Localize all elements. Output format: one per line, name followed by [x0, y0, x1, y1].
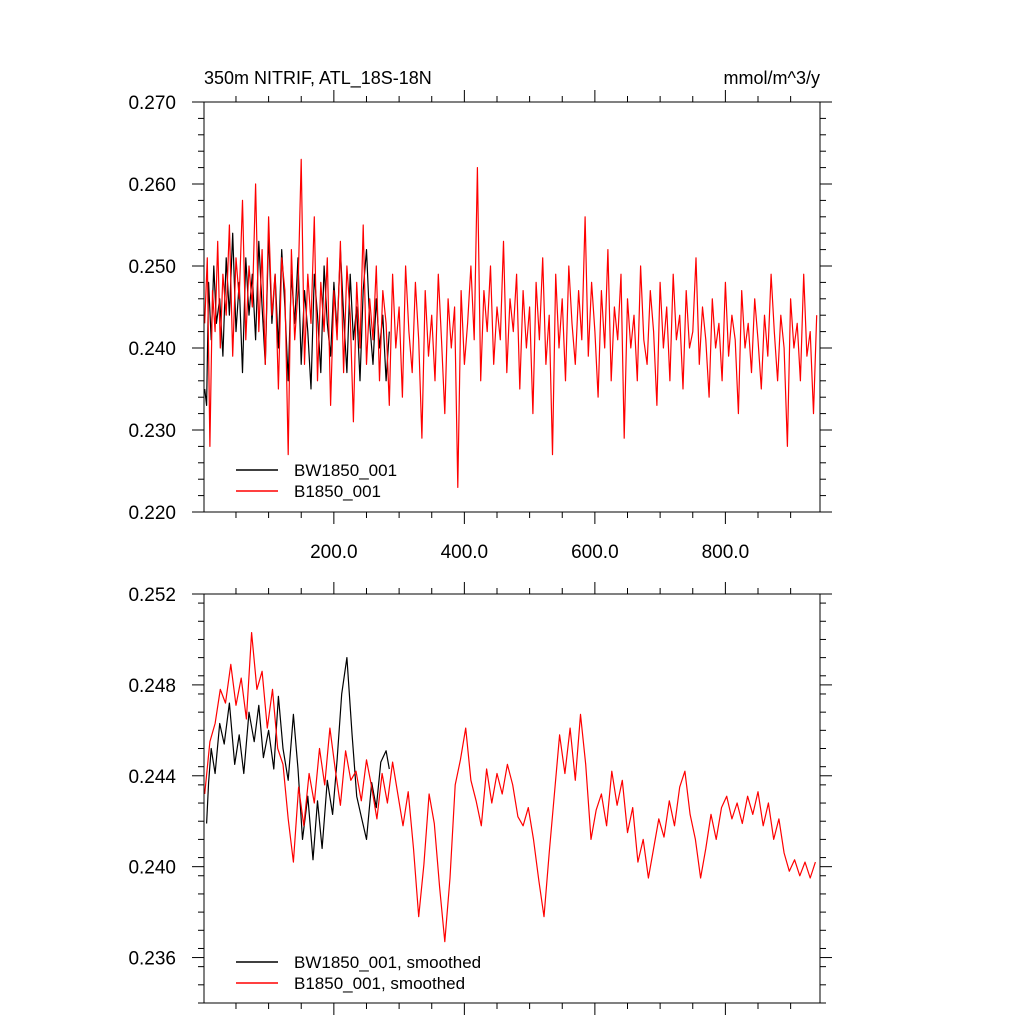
top-plot-frame [203, 101, 821, 513]
bottom-series-line-2 [204, 631, 816, 943]
top-y-tick-label: 0.220 [128, 503, 176, 524]
bottom-legend-label-1: BW1850_001, smoothed [294, 953, 481, 972]
bottom-legend-label-2: B1850_001, smoothed [294, 974, 465, 993]
bottom-y-tick-label: 0.244 [128, 767, 176, 788]
bottom-y-tick-label: 0.236 [128, 949, 176, 970]
bottom-plot-frame [203, 593, 821, 1004]
top-y-tick-label: 0.240 [128, 339, 176, 360]
bottom-axes: 0.236 0.240 0.244 0.248 0.252 [128, 582, 832, 1015]
top-x-tick-label: 400.0 [441, 542, 489, 563]
bottom-y-tick-label: 0.248 [128, 676, 176, 697]
panel-bottom-smoothed: 0.236 0.240 0.244 0.248 0.252 BW1850_001, sm… [128, 582, 832, 1015]
bottom-y-tick-label: 0.252 [128, 585, 176, 606]
top-legend-label-2: B1850_001 [294, 482, 381, 501]
bottom-series-lines [204, 631, 816, 943]
bottom-series-line-1 [206, 656, 390, 861]
top-x-tick-label: 600.0 [571, 542, 619, 563]
top-axes: 0.220 0.230 0.240 0.250 0.260 0.270 200.0 400.0… [128, 90, 832, 563]
top-legend-label-1: BW1850_001 [294, 461, 397, 480]
bottom-y-tick-label: 0.240 [128, 858, 176, 879]
top-y-tick-label: 0.270 [128, 93, 176, 114]
top-series-lines [204, 158, 818, 488]
units-label: mmol/m^3/y [724, 68, 820, 88]
top-x-tick-label: 200.0 [310, 542, 358, 563]
top-y-tick-label: 0.260 [128, 175, 176, 196]
chart-title: 350m NITRIF, ATL_18S-18N [204, 68, 432, 89]
top-series-line-2 [204, 158, 818, 488]
bottom-legend: BW1850_001, smoothed B1850_001, smoothed [236, 953, 481, 993]
top-y-tick-label: 0.230 [128, 421, 176, 442]
top-x-tick-label: 800.0 [702, 542, 750, 563]
top-series-line-1 [204, 232, 390, 406]
top-y-tick-label: 0.250 [128, 257, 176, 278]
top-legend: BW1850_001 B1850_001 [236, 461, 397, 501]
panel-top-nitrif-timeseries: 350m NITRIF, ATL_18S-18N mmol/m^3/y 0.22… [128, 68, 832, 563]
